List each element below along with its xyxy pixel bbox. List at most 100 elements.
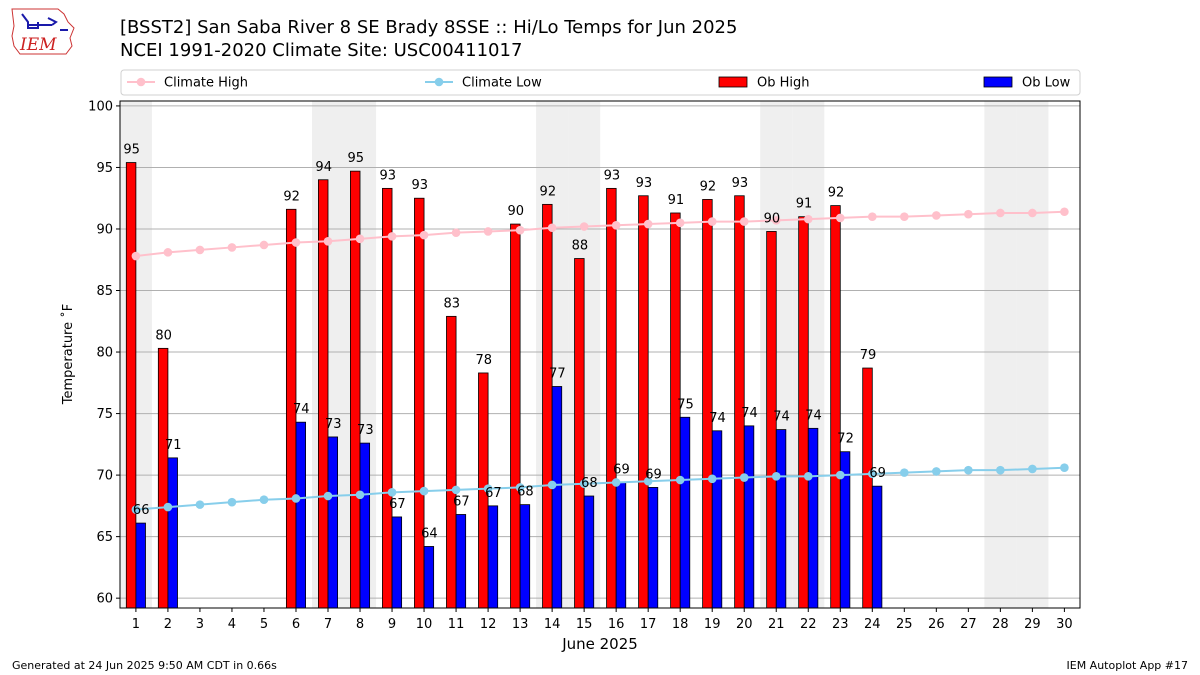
x-tick-label: 6	[292, 617, 300, 632]
climate-high-line	[135, 210, 1065, 258]
climate-high-point	[900, 212, 909, 221]
ob-high-label: 78	[476, 353, 493, 368]
climate-low-point	[355, 490, 365, 500]
climate-low-point	[451, 485, 461, 495]
ob-high-label: 80	[155, 328, 172, 343]
x-tick-label: 26	[928, 617, 945, 632]
climate-low-point	[900, 468, 909, 477]
climate-high-point	[291, 238, 301, 247]
ob-low-label: 67	[453, 494, 470, 509]
ob-low-bar	[391, 516, 403, 609]
climate-low-point	[547, 480, 557, 490]
ob-low-bar	[455, 514, 467, 609]
climate-high-point	[675, 218, 685, 228]
ob-high-label: 94	[315, 160, 332, 175]
climate-high-point	[515, 225, 525, 235]
ob-high-bar	[157, 347, 169, 609]
ob-low-bar	[519, 504, 531, 609]
climate-low-point	[579, 479, 589, 489]
climate-high-point	[355, 234, 365, 244]
x-tick-label: 11	[448, 617, 465, 632]
legend-label: Ob High	[757, 76, 810, 91]
x-tick-label: 24	[864, 617, 881, 632]
logo-text: IEM	[19, 35, 57, 55]
x-tick-label: 28	[992, 617, 1009, 632]
climate-low-point	[1060, 463, 1069, 473]
x-axis-label: June 2025	[561, 635, 638, 653]
ob-low-bar	[775, 429, 787, 609]
weekend-band	[984, 101, 1017, 608]
ob-low-bar	[327, 436, 339, 609]
y-axis-label: Temperature ˚F	[60, 304, 76, 405]
x-tick-label: 13	[512, 617, 529, 632]
legend-climate-high: Climate High	[127, 76, 248, 91]
climate-high-point	[1028, 208, 1037, 218]
generated-timestamp: Generated at 24 Jun 2025 9:50 AM CDT in …	[12, 659, 277, 672]
x-tick-label: 12	[480, 617, 497, 632]
ob-low-label: 74	[773, 410, 790, 425]
ob-low-label: 74	[293, 402, 310, 417]
ob-high-label: 92	[283, 189, 300, 204]
x-tick-label: 7	[324, 617, 332, 632]
ob-low-label: 67	[389, 497, 406, 512]
y-tick-label: 70	[96, 469, 113, 484]
x-tick-label: 20	[736, 617, 753, 632]
ob-low-label: 69	[645, 467, 662, 482]
climate-low-point	[515, 483, 525, 492]
ob-low-label: 74	[709, 411, 726, 426]
y-tick-label: 60	[96, 592, 113, 607]
climate-low-point	[771, 472, 781, 481]
x-tick-label: 27	[960, 617, 977, 632]
climate-low-point	[419, 486, 429, 496]
ob-high-bar	[830, 205, 841, 609]
ob-high-bar	[702, 199, 713, 609]
x-tick-label: 22	[800, 617, 817, 632]
y-tick-label: 85	[96, 284, 113, 299]
climate-high-point	[643, 219, 653, 229]
climate-low-point	[867, 469, 877, 479]
ob-low-bar	[583, 495, 595, 609]
climate-high-point	[547, 223, 557, 233]
legend-box	[120, 69, 1081, 96]
legend-bar-swatch	[983, 76, 1013, 88]
ob-low-label: 75	[677, 397, 694, 412]
ob-high-label: 91	[796, 197, 813, 212]
legend-climate-low: Climate Low	[425, 76, 542, 91]
legend-ob-high: Ob High	[718, 76, 810, 91]
legend-label: Climate High	[164, 76, 248, 91]
ob-high-label: 93	[604, 168, 621, 183]
ob-high-label: 92	[540, 184, 557, 199]
ob-low-bar	[647, 487, 659, 609]
legend-ob-low: Ob Low	[983, 76, 1071, 91]
ob-high-label: 92	[828, 186, 845, 201]
ob-high-label: 90	[508, 204, 525, 219]
app-credit: IEM Autoplot App #17	[1066, 659, 1189, 672]
ob-low-bar	[167, 457, 178, 609]
climate-high-point	[707, 217, 717, 226]
climate-high-point	[195, 245, 205, 255]
legend-marker	[136, 77, 146, 87]
x-tick-label: 17	[640, 617, 657, 632]
climate-low-point	[643, 476, 653, 486]
ob-low-bar	[551, 386, 563, 609]
ob-low-label: 71	[165, 438, 182, 453]
x-tick-label: 1	[132, 617, 140, 632]
legend-label: Ob Low	[1022, 76, 1071, 91]
climate-low-point	[163, 502, 173, 512]
ob-high-label: 93	[636, 176, 653, 191]
ob-high-bar	[382, 187, 393, 609]
weekend-band	[1016, 101, 1049, 608]
climate-low-point	[932, 467, 941, 476]
legend-marker	[434, 77, 444, 87]
climate-low-point	[803, 472, 813, 481]
climate-low-point	[1028, 464, 1037, 474]
climate-low-point	[227, 497, 237, 507]
y-tick-label: 80	[96, 346, 113, 361]
ob-high-bar	[510, 223, 521, 609]
x-tick-label: 8	[356, 617, 364, 632]
climate-high-point	[611, 220, 621, 230]
climate-high-point	[932, 211, 941, 220]
y-tick-label: 75	[96, 407, 113, 422]
climate-high-point	[387, 232, 397, 241]
climate-high-point	[579, 222, 589, 231]
